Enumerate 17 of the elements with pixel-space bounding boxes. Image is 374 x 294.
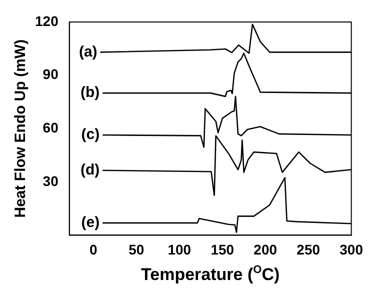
x-tick-label: 300 <box>340 241 364 258</box>
series-label: (d) <box>80 161 100 178</box>
series-label: (b) <box>80 84 100 102</box>
y-tick-label: 30 <box>42 172 59 189</box>
series-label: (a) <box>78 43 98 60</box>
x-tick-label: 50 <box>128 241 144 258</box>
y-axis-title: Heat Flow Endo Up (mW) <box>12 39 30 218</box>
y-tick-label: 90 <box>42 66 59 82</box>
x-tick-label: 0 <box>90 241 98 258</box>
y-tick-label: 60 <box>42 119 59 136</box>
series-label: (c) <box>81 126 100 144</box>
y-tick-label: 120 <box>35 12 59 29</box>
x-tick-label: 150 <box>210 241 234 258</box>
x-tick-label: 200 <box>254 241 278 258</box>
x-tick-label: 100 <box>168 241 192 258</box>
x-tick-label: 250 <box>296 241 320 258</box>
series-label: (e) <box>81 214 100 232</box>
